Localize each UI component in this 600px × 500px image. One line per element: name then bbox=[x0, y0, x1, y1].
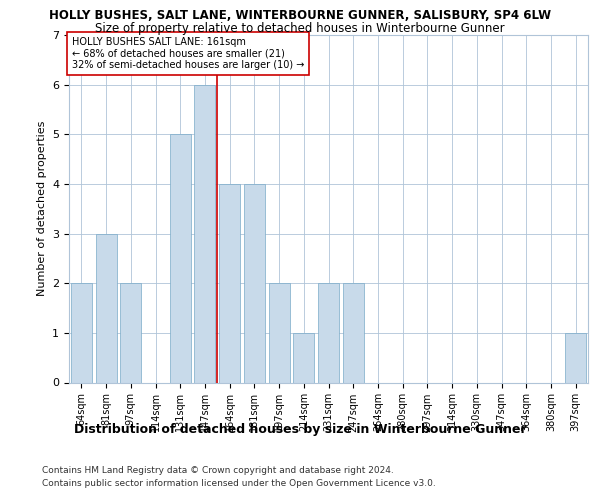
Bar bbox=[565, 333, 586, 382]
Text: HOLLY BUSHES SALT LANE: 161sqm
← 68% of detached houses are smaller (21)
32% of : HOLLY BUSHES SALT LANE: 161sqm ← 68% of … bbox=[71, 36, 304, 70]
Y-axis label: Number of detached properties: Number of detached properties bbox=[37, 121, 47, 296]
Bar bbox=[244, 184, 265, 382]
Text: Distribution of detached houses by size in Winterbourne Gunner: Distribution of detached houses by size … bbox=[74, 422, 526, 436]
Bar bbox=[71, 283, 92, 382]
Bar bbox=[269, 283, 290, 382]
Bar bbox=[219, 184, 240, 382]
Bar bbox=[120, 283, 141, 382]
Bar bbox=[95, 234, 116, 382]
Bar bbox=[194, 84, 215, 382]
Bar bbox=[318, 283, 339, 382]
Bar bbox=[343, 283, 364, 382]
Bar bbox=[293, 333, 314, 382]
Bar bbox=[170, 134, 191, 382]
Text: HOLLY BUSHES, SALT LANE, WINTERBOURNE GUNNER, SALISBURY, SP4 6LW: HOLLY BUSHES, SALT LANE, WINTERBOURNE GU… bbox=[49, 9, 551, 22]
Text: Contains public sector information licensed under the Open Government Licence v3: Contains public sector information licen… bbox=[42, 479, 436, 488]
Text: Size of property relative to detached houses in Winterbourne Gunner: Size of property relative to detached ho… bbox=[95, 22, 505, 35]
Text: Contains HM Land Registry data © Crown copyright and database right 2024.: Contains HM Land Registry data © Crown c… bbox=[42, 466, 394, 475]
